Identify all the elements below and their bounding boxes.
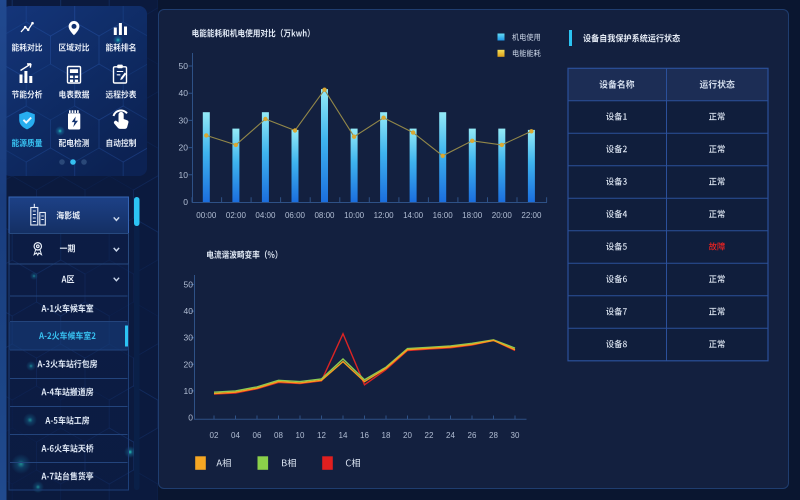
svg-text:10: 10	[184, 386, 194, 396]
svg-text:0: 0	[188, 413, 193, 423]
svg-text:04:00: 04:00	[255, 211, 276, 220]
svg-text:50: 50	[179, 61, 189, 71]
svg-text:14:00: 14:00	[403, 211, 424, 220]
svg-text:18: 18	[382, 431, 391, 440]
svg-text:10:00: 10:00	[344, 211, 365, 220]
svg-text:22:00: 22:00	[521, 211, 542, 220]
svg-text:14: 14	[339, 431, 348, 440]
svg-text:08: 08	[274, 431, 283, 440]
svg-text:30: 30	[511, 431, 520, 440]
svg-text:02:00: 02:00	[226, 211, 247, 220]
svg-text:12: 12	[317, 431, 326, 440]
svg-text:02: 02	[210, 431, 219, 440]
svg-text:16: 16	[360, 431, 369, 440]
svg-text:20: 20	[403, 431, 412, 440]
svg-text:06: 06	[253, 431, 262, 440]
svg-text:20:00: 20:00	[492, 211, 513, 220]
svg-text:20: 20	[179, 143, 189, 153]
svg-text:18:00: 18:00	[462, 211, 483, 220]
svg-text:10: 10	[296, 431, 305, 440]
svg-text:50: 50	[184, 280, 194, 290]
svg-text:40: 40	[184, 306, 194, 316]
svg-text:40: 40	[179, 88, 189, 98]
svg-text:16:00: 16:00	[433, 211, 454, 220]
svg-text:10: 10	[179, 170, 189, 180]
svg-text:30: 30	[179, 115, 189, 125]
svg-text:00:00: 00:00	[196, 211, 217, 220]
svg-text:28: 28	[489, 431, 498, 440]
svg-text:12:00: 12:00	[374, 211, 395, 220]
svg-text:22: 22	[425, 431, 434, 440]
svg-text:08:00: 08:00	[314, 211, 335, 220]
svg-text:30: 30	[184, 333, 194, 343]
svg-text:04: 04	[231, 431, 240, 440]
svg-text:06:00: 06:00	[285, 211, 306, 220]
svg-text:24: 24	[446, 431, 455, 440]
svg-text:0: 0	[183, 197, 188, 207]
svg-text:20: 20	[184, 359, 194, 369]
svg-text:26: 26	[468, 431, 477, 440]
